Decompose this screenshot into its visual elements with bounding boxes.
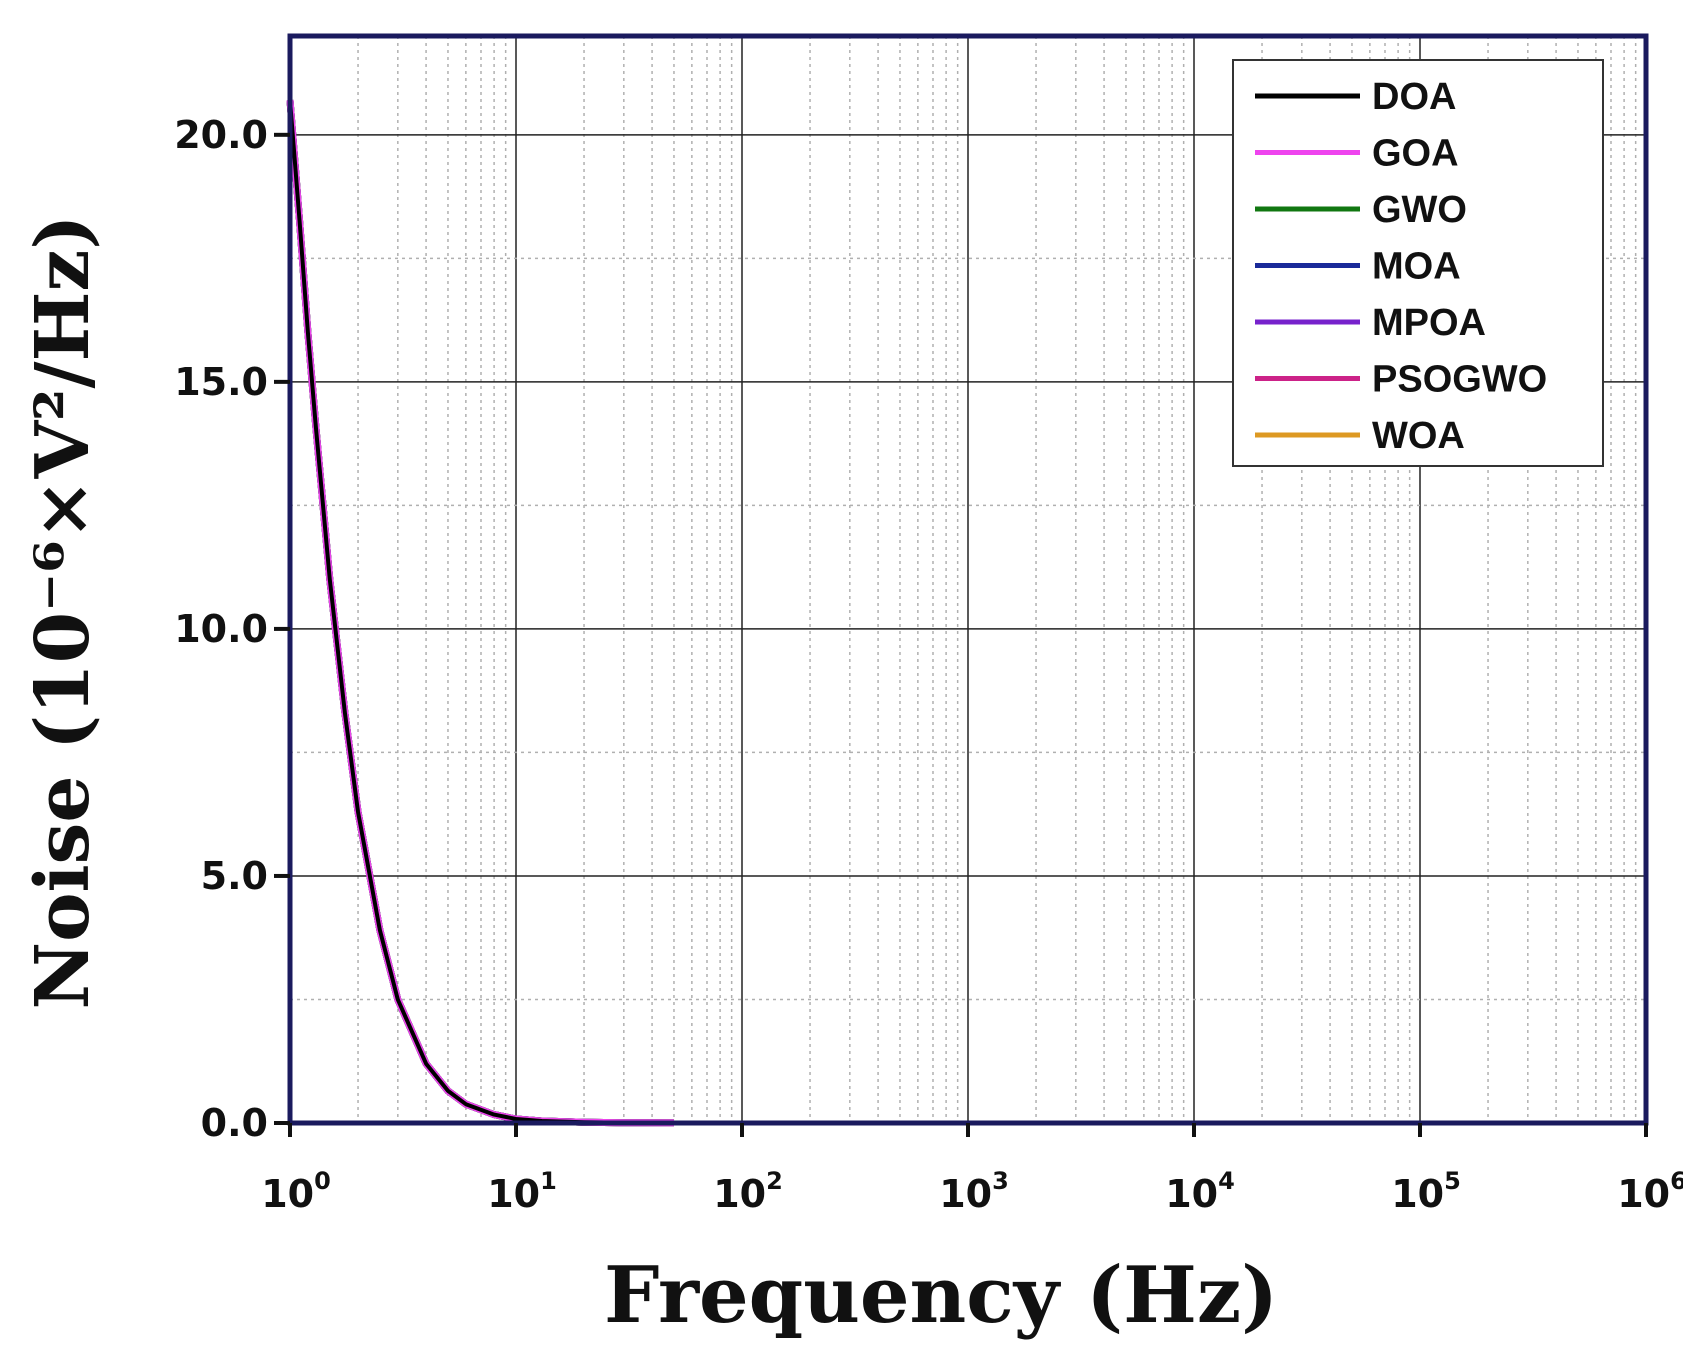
series-lines [286, 99, 675, 1127]
x-axis-title: Frequency (Hz) [604, 1250, 1278, 1341]
legend-label-gwo: GWO [1372, 189, 1467, 231]
series-line-moa [286, 99, 675, 1127]
y-tick-label: 20.0 [174, 113, 268, 157]
y-tick-label: 5.0 [201, 854, 268, 898]
legend-label-woa: WOA [1372, 415, 1465, 457]
series-line-mpoa [286, 99, 675, 1127]
x-tick-label: 105 [1391, 1167, 1461, 1216]
legend-label-doa: DOA [1372, 76, 1456, 118]
x-tick-label: 101 [487, 1167, 557, 1216]
y-tick-label: 0.0 [201, 1101, 268, 1145]
series-line-gwo [286, 99, 675, 1127]
legend: DOA GOA GWO MOA MPOA PSOGWO WOA [1232, 59, 1604, 467]
series-line-psogwo [286, 99, 675, 1127]
x-tick-label: 102 [713, 1167, 783, 1216]
x-tick-label: 106 [1617, 1167, 1683, 1216]
legend-label-moa: MOA [1372, 246, 1461, 288]
y-axis-title: Noise (10⁻⁶×V²/Hz) [20, 215, 106, 1010]
legend-label-goa: GOA [1372, 133, 1459, 175]
legend-label-psogwo: PSOGWO [1372, 359, 1547, 401]
legend-label-mpoa: MPOA [1372, 302, 1486, 344]
x-tick-label: 104 [1165, 1167, 1235, 1216]
x-axis-ticks: 100 101 102 103 104 105 106 [261, 1123, 1683, 1216]
x-tick-label: 100 [261, 1167, 331, 1216]
series-line-doa [288, 100, 675, 1125]
y-tick-label: 15.0 [174, 360, 268, 404]
y-tick-label: 10.0 [174, 607, 268, 651]
x-tick-label: 103 [939, 1167, 1009, 1216]
series-line-woa [286, 99, 675, 1127]
series-line-goa [286, 99, 675, 1127]
y-axis-ticks: 0.0 5.0 10.0 15.0 20.0 [174, 113, 290, 1145]
